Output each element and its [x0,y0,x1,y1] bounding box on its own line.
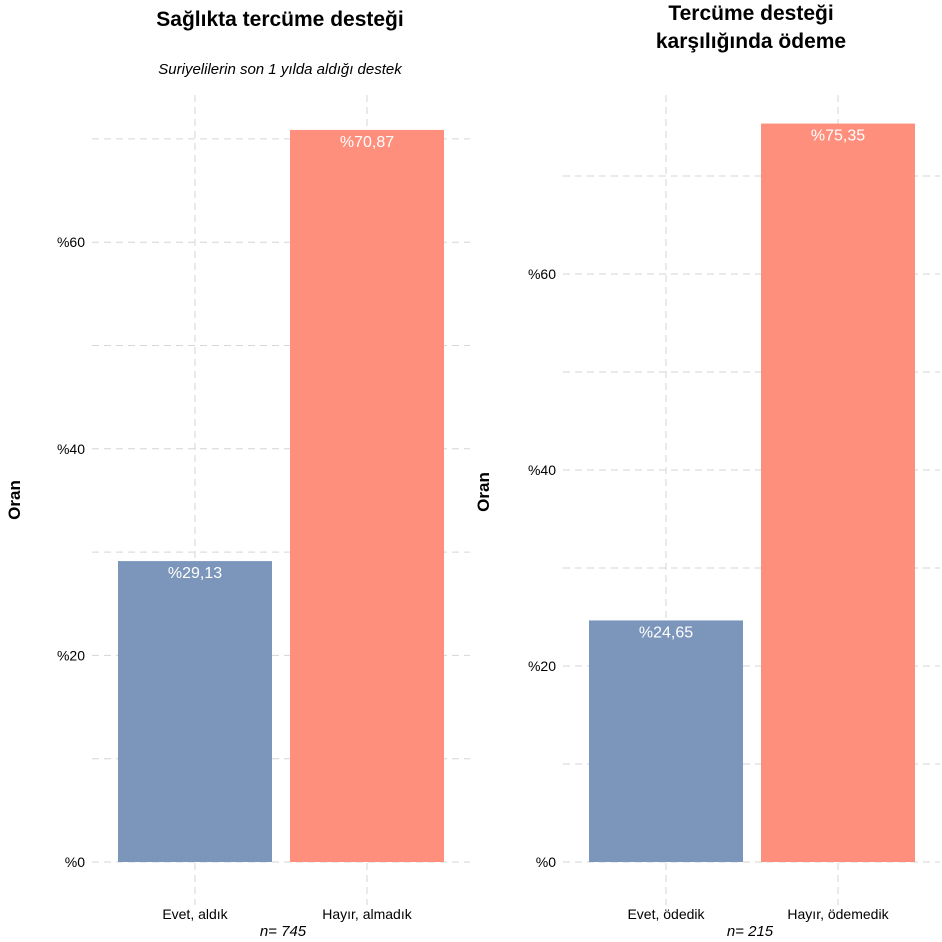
left-y-tick-labels: %0 %20 %40 %60 [57,234,85,870]
left-chart-title: Sağlıkta tercüme desteği [156,8,403,31]
right-bars: %24,65 %75,35 [589,123,915,862]
right-chart-title-line1: Tercüme desteği [668,2,833,25]
bar [118,561,272,862]
y-tick-label: %40 [528,462,556,478]
panel-right: Tercüme desteği karşılığında ödeme Oran … [474,2,940,940]
bar-value-label: %24,65 [639,624,693,641]
right-y-axis-label: Oran [474,472,493,512]
bar-value-label: %75,35 [811,128,865,145]
y-tick-label: %20 [528,658,556,674]
y-tick-label: %0 [65,854,85,870]
left-y-axis-label: Oran [5,480,24,520]
left-category-labels: Evet, aldık Hayır, almadık [162,906,412,922]
y-tick-label: %40 [57,441,85,457]
left-sample-size: n= 745 [260,923,307,940]
panel-left: Sağlıkta tercüme desteği Suriyelilerin s… [5,8,470,940]
left-chart-subtitle: Suriyelilerin son 1 yılda aldığı destek [158,61,403,78]
y-tick-label: %20 [57,647,85,663]
left-bars: %29,13 %70,87 [118,129,444,862]
bar [290,129,444,862]
right-chart-title-line2: karşılığında ödeme [656,30,846,53]
bar [761,123,915,862]
right-sample-size: n= 215 [727,923,774,940]
x-category-label: Hayır, almadık [322,906,412,922]
bar-value-label: %70,87 [340,134,394,151]
x-category-label: Evet, ödedik [627,906,705,922]
y-tick-label: %60 [57,234,85,250]
bar [589,620,743,862]
bar-value-label: %29,13 [168,565,222,582]
right-category-labels: Evet, ödedik Hayır, ödemedik [627,906,889,922]
x-category-label: Evet, aldık [162,906,228,922]
y-tick-label: %60 [528,266,556,282]
y-tick-label: %0 [536,854,556,870]
right-y-tick-labels: %0 %20 %40 %60 [528,266,556,870]
x-category-label: Hayır, ödemedik [787,906,889,922]
